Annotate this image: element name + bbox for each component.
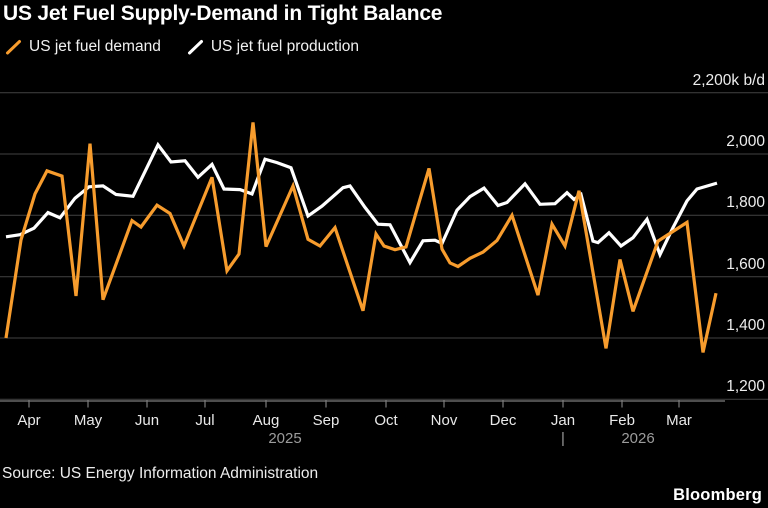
y-axis-label-1800: 1,800 [726, 194, 765, 212]
demand-line-series [4, 122, 718, 353]
legend-item-demand: US jet fuel demand [5, 38, 161, 56]
y-axis-label-2200: 2,200k b/d [692, 71, 765, 89]
x-axis-label-dec: Dec [489, 412, 517, 429]
y-axis-label-1600: 1,600 [726, 255, 765, 273]
x-axis-label-sep: Sep [312, 412, 340, 429]
x-axis-label-mar: Mar [666, 412, 692, 429]
x-axis-label-jul: Jul [195, 412, 215, 429]
production-line-icon [187, 39, 203, 54]
bloomberg-logo: Bloomberg [673, 486, 762, 504]
x-axis-label-feb: Feb [609, 412, 635, 429]
source-note: Source: US Energy Information Administra… [2, 465, 319, 482]
legend-label-demand: US jet fuel demand [29, 38, 161, 55]
x-axis-label-jun: Jun [134, 412, 160, 429]
x-axis-label-apr: Apr [17, 412, 41, 429]
x-axis-label-nov: Nov [430, 412, 458, 429]
x-axis-label-may: May [73, 412, 103, 429]
production-line-series [5, 141, 718, 266]
legend-label-production: US jet fuel production [210, 38, 360, 55]
y-axis-label-1400: 1,400 [726, 317, 765, 334]
y-axis-label-1200: 1,200 [726, 378, 765, 396]
year-label-2025: 2025 [268, 430, 302, 447]
x-axis-label-oct: Oct [374, 412, 398, 429]
year-separator: | [561, 430, 565, 447]
x-axis-label-jan: Jan [550, 412, 576, 429]
legend-item-production: US jet fuel production [187, 38, 359, 56]
chart-title: US Jet Fuel Supply-Demand in Tight Balan… [3, 2, 443, 25]
demand-line-icon [6, 39, 21, 54]
x-axis-label-aug: Aug [252, 412, 280, 429]
year-label-2026: 2026 [621, 430, 655, 447]
chart-legend: US jet fuel demand US jet fuel productio… [5, 38, 359, 56]
y-axis-label-2000: 2,000 [726, 133, 765, 150]
